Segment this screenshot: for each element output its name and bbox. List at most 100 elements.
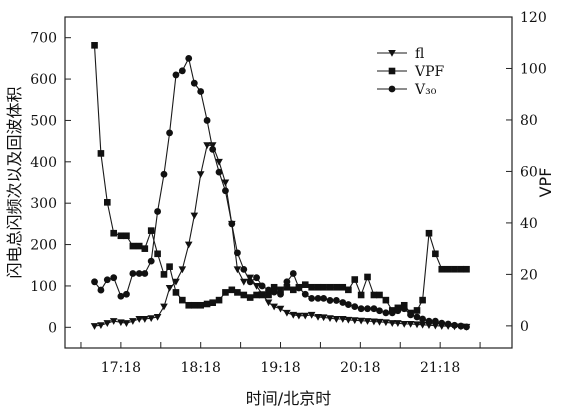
series-line-2 [93,45,467,314]
y-right-tick-label: 100 [520,61,547,77]
legend-marker [388,50,396,57]
data-point [431,322,440,330]
data-point [117,319,125,327]
data-point [364,273,371,281]
y-left-tick-label: 700 [30,31,57,47]
data-point [179,296,186,304]
data-point [382,309,390,317]
data-point [172,289,180,296]
data-point [295,312,303,320]
data-point [209,146,217,153]
data-point [301,290,309,298]
data-point [319,314,328,322]
data-point [376,307,383,315]
x-axis-title: 时间/北京时 [246,389,331,408]
y-left-tick-label: 0 [48,320,57,336]
data-point [413,313,421,321]
data-point [135,270,143,277]
data-point [208,142,217,150]
data-point [376,291,383,299]
data-point [165,285,174,292]
data-point [228,286,236,294]
data-point [419,296,426,304]
data-point [234,289,241,296]
y-axis-left-title: 闪电总闪频次以及回波体积 [5,86,24,278]
legend-label: V₃₀ [414,82,437,98]
data-point [197,88,205,95]
series-2 [91,42,470,317]
y-axis-right-title: VPF [536,168,555,198]
data-point [345,286,352,294]
data-point [258,282,266,290]
data-point [270,303,278,311]
data-point [252,282,261,290]
data-point [326,315,334,323]
data-point [301,312,310,320]
legend-label: fl [415,46,424,62]
data-point [425,317,433,325]
data-point [222,289,229,296]
data-point [370,318,378,326]
data-point [221,179,230,187]
data-point [147,315,156,323]
data-point [425,229,433,237]
data-point [308,283,315,291]
data-point [375,318,384,326]
data-point [264,299,273,307]
data-point [240,278,248,286]
data-point [215,168,223,176]
data-point [332,316,341,323]
data-point [320,294,328,302]
data-point [185,54,193,62]
data-point [103,320,112,327]
y-right-tick-label: 80 [520,113,538,129]
data-point [357,291,365,299]
data-point [178,67,186,75]
data-point [320,283,327,291]
legend-marker [388,85,396,93]
data-point [406,321,415,328]
data-point [123,290,130,298]
data-point [444,265,452,273]
data-point [438,319,446,327]
data-point [400,305,408,313]
data-point [444,320,452,328]
data-point [339,299,347,306]
data-point [160,303,168,311]
legend-marker [388,67,396,75]
data-point [388,309,396,317]
data-point [382,296,390,304]
data-point [117,232,125,240]
data-point [451,265,458,273]
x-tick-label: 17:18 [101,360,141,376]
data-point [344,316,353,324]
data-point [463,265,470,273]
data-point [432,250,439,258]
data-point [289,270,297,277]
data-point [203,300,211,308]
data-point [215,296,223,304]
data-point [172,278,180,286]
data-point [117,292,125,300]
x-tick-label: 21:18 [420,360,460,376]
data-point [190,212,199,220]
data-point [104,199,111,206]
legend-item: fl [377,46,424,62]
data-point [123,232,130,240]
data-point [301,281,309,288]
y-right-tick-label: 20 [520,267,538,283]
data-point [129,318,137,325]
data-point [172,71,180,79]
data-point [110,229,117,237]
data-point [350,317,359,325]
x-tick-label: 19:18 [260,360,300,376]
data-point [277,290,284,298]
data-point [166,129,173,137]
data-point [184,241,193,249]
data-point [270,283,278,291]
data-point [103,276,111,284]
data-point [400,301,408,309]
data-point [339,283,347,291]
data-point [166,263,173,270]
data-point [451,321,458,329]
